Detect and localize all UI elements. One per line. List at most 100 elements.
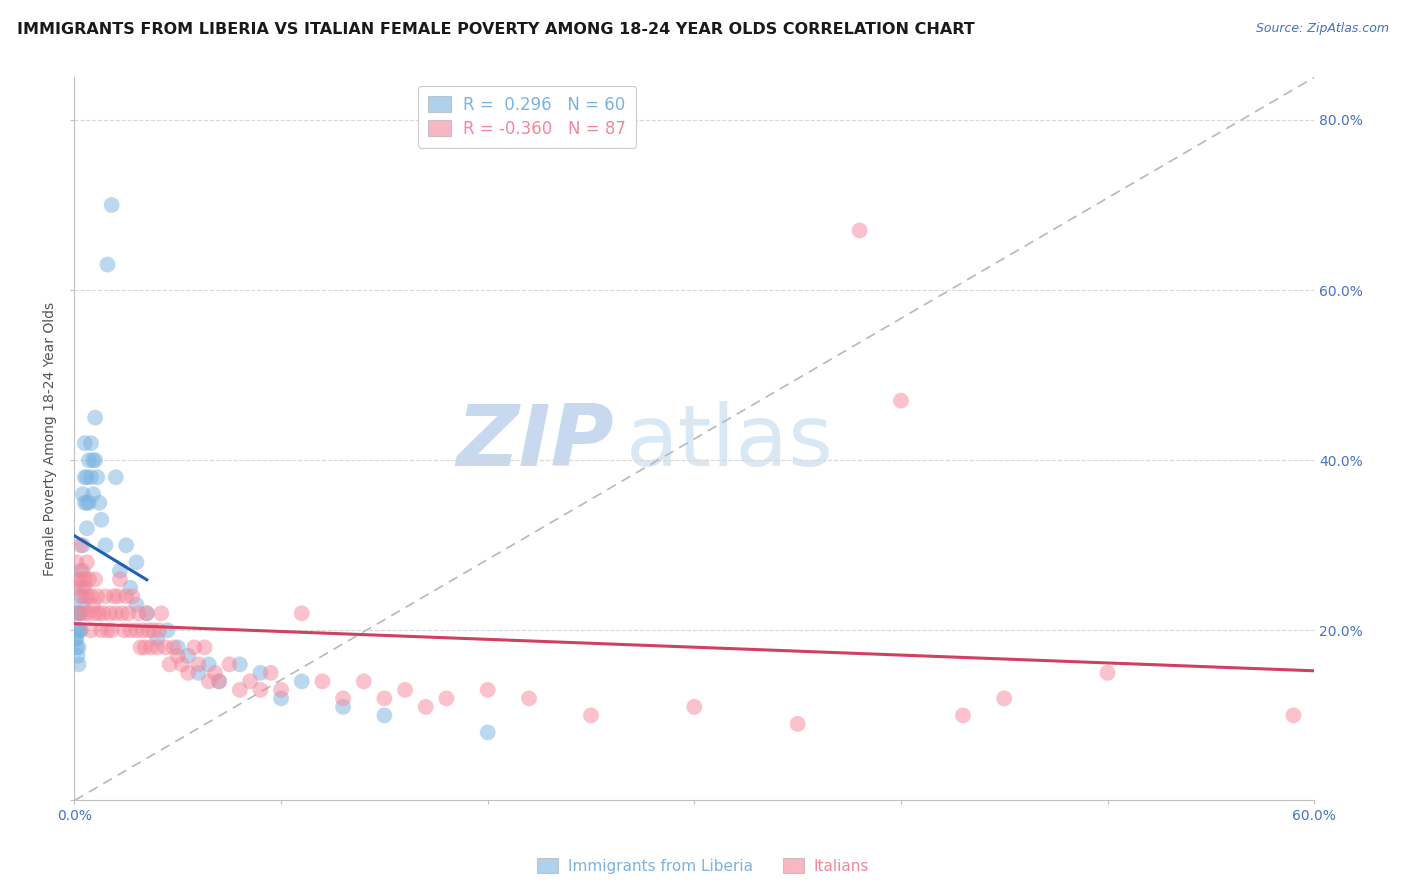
Point <box>120 581 142 595</box>
Point <box>65 624 87 638</box>
Point <box>115 538 138 552</box>
Point <box>146 640 169 655</box>
Point <box>94 538 117 552</box>
Point <box>76 590 98 604</box>
Point <box>111 607 134 621</box>
Point <box>890 393 912 408</box>
Point <box>73 436 96 450</box>
Text: ZIP: ZIP <box>456 401 614 484</box>
Point <box>65 632 87 646</box>
Point <box>683 699 706 714</box>
Point <box>100 198 122 212</box>
Point <box>69 607 91 621</box>
Point <box>477 682 499 697</box>
Point <box>194 640 217 655</box>
Point <box>66 607 89 621</box>
Text: atlas: atlas <box>626 401 834 484</box>
Point <box>394 682 416 697</box>
Point <box>72 581 94 595</box>
Point <box>125 598 148 612</box>
Point <box>65 632 87 646</box>
Point <box>89 496 111 510</box>
Point <box>73 496 96 510</box>
Point <box>80 470 103 484</box>
Point <box>129 640 152 655</box>
Legend: R =  0.296   N = 60, R = -0.360   N = 87: R = 0.296 N = 60, R = -0.360 N = 87 <box>418 86 636 147</box>
Point <box>80 590 103 604</box>
Point <box>84 572 107 586</box>
Point <box>142 624 165 638</box>
Point <box>108 564 131 578</box>
Point <box>128 607 150 621</box>
Point <box>146 632 169 646</box>
Point <box>159 657 181 672</box>
Point <box>80 624 103 638</box>
Point <box>67 572 90 586</box>
Point <box>72 538 94 552</box>
Point <box>77 572 100 586</box>
Point <box>517 691 540 706</box>
Point <box>73 607 96 621</box>
Point <box>170 657 193 672</box>
Point <box>82 487 104 501</box>
Point <box>134 640 156 655</box>
Point <box>291 607 314 621</box>
Point <box>72 598 94 612</box>
Point <box>84 410 107 425</box>
Point <box>93 607 115 621</box>
Point <box>69 624 91 638</box>
Point <box>108 572 131 586</box>
Point <box>218 657 240 672</box>
Point <box>434 691 457 706</box>
Point <box>332 691 354 706</box>
Point <box>848 223 870 237</box>
Point <box>163 640 186 655</box>
Point <box>96 624 118 638</box>
Point <box>166 640 188 655</box>
Point <box>291 674 314 689</box>
Point <box>100 624 122 638</box>
Point <box>138 624 160 638</box>
Point <box>76 555 98 569</box>
Point <box>332 699 354 714</box>
Point <box>67 640 90 655</box>
Point <box>72 487 94 501</box>
Point <box>208 674 231 689</box>
Point <box>183 640 205 655</box>
Point <box>373 691 395 706</box>
Point <box>150 607 173 621</box>
Point <box>117 607 139 621</box>
Point <box>73 581 96 595</box>
Point <box>72 564 94 578</box>
Text: IMMIGRANTS FROM LIBERIA VS ITALIAN FEMALE POVERTY AMONG 18-24 YEAR OLDS CORRELAT: IMMIGRANTS FROM LIBERIA VS ITALIAN FEMAL… <box>17 22 974 37</box>
Point <box>139 640 162 655</box>
Point <box>786 717 808 731</box>
Text: Source: ZipAtlas.com: Source: ZipAtlas.com <box>1256 22 1389 36</box>
Point <box>125 624 148 638</box>
Point <box>311 674 333 689</box>
Point <box>415 699 437 714</box>
Point <box>77 453 100 467</box>
Point <box>104 607 127 621</box>
Point <box>73 470 96 484</box>
Point <box>249 682 271 697</box>
Point <box>1097 665 1119 680</box>
Point <box>112 624 135 638</box>
Point <box>148 624 170 638</box>
Point <box>84 607 107 621</box>
Point <box>76 470 98 484</box>
Point <box>115 590 138 604</box>
Point <box>77 607 100 621</box>
Point <box>69 624 91 638</box>
Point <box>204 665 226 680</box>
Point <box>993 691 1015 706</box>
Point <box>67 657 90 672</box>
Point <box>84 453 107 467</box>
Point <box>89 607 111 621</box>
Point <box>69 607 91 621</box>
Point <box>69 564 91 578</box>
Point <box>67 607 90 621</box>
Point <box>156 624 179 638</box>
Point <box>197 657 219 672</box>
Point <box>177 648 200 663</box>
